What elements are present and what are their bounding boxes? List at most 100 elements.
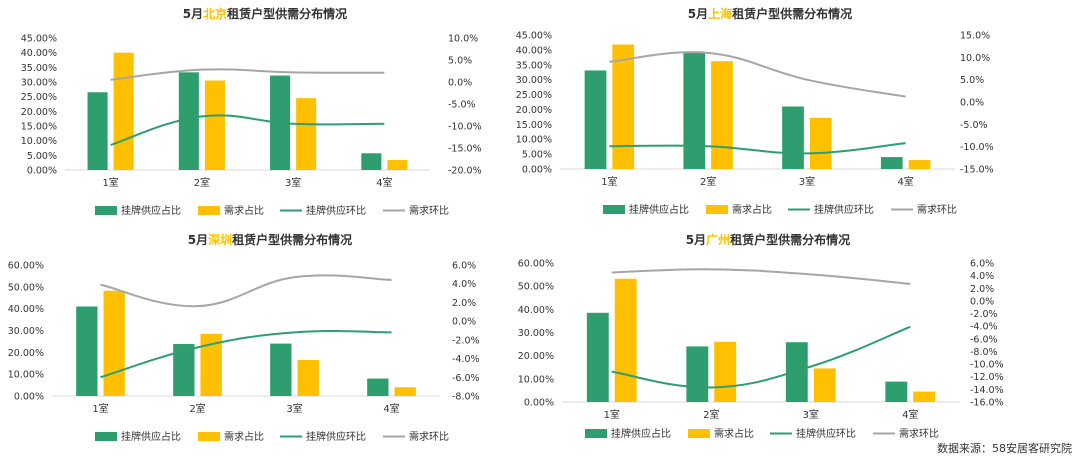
x-tick-label: 3室 — [285, 176, 301, 189]
bar-demand — [103, 290, 125, 396]
y-right-tick-label: -16.0% — [970, 398, 1004, 409]
title-city: 深圳 — [208, 232, 232, 247]
legend-label: 挂牌供应占比 — [121, 430, 181, 443]
bar-demand — [714, 341, 737, 402]
title-suffix: 租赁户型供需分布情况 — [232, 232, 352, 247]
title-city: 上海 — [708, 6, 732, 21]
x-tick-label: 2室 — [194, 176, 210, 189]
x-tick-label: 3室 — [799, 175, 815, 188]
y-right-tick-label: 10.0% — [448, 34, 478, 45]
y-left-tick-label: 0.00% — [27, 166, 57, 177]
legend-label: 挂牌供应占比 — [121, 204, 181, 217]
data-source-note: 数据来源：58安居客研究院 — [937, 440, 1072, 456]
bar-supply — [270, 343, 292, 396]
y-left-tick-label: 30.00% — [8, 326, 44, 337]
bar-supply — [586, 312, 609, 402]
y-right-tick-label: 10.0% — [960, 53, 990, 64]
source-value: 58安居客研究院 — [992, 442, 1072, 455]
y-left-tick-label: 5.00% — [27, 151, 57, 162]
y-left-tick-label: 60.00% — [518, 259, 554, 270]
y-right-tick-label: -8.0% — [970, 347, 998, 358]
y-right-tick-label: 4.0% — [970, 271, 994, 282]
y-right-tick-label: 2.0% — [452, 298, 476, 309]
line-demand-mom — [100, 274, 392, 308]
y-left-tick-label: 0.00% — [524, 398, 554, 409]
y-left-tick-label: 10.00% — [8, 370, 44, 381]
chart-0: 5月北京租赁户型供需分布情况 0.00% 5.00% 10.00% 15.00% 20.0… — [21, 6, 482, 217]
bar-demand — [813, 368, 836, 402]
y-right-tick-label: 0.0% — [448, 78, 472, 89]
bar-supply — [76, 306, 98, 396]
bar-demand — [612, 44, 635, 170]
y-left-tick-label: 40.00% — [516, 45, 552, 56]
y-right-tick-label: 6.0% — [970, 259, 994, 270]
legend-swatch — [706, 205, 728, 214]
y-left-tick-label: 40.00% — [518, 305, 554, 316]
y-right-tick-label: -14.0% — [970, 385, 1004, 396]
bar-supply — [584, 70, 607, 169]
line-demand-mom — [609, 51, 906, 98]
legend-swatch — [95, 432, 117, 441]
y-right-tick-label: -12.0% — [970, 372, 1004, 383]
y-left-tick-label: 10.00% — [518, 374, 554, 385]
y-left-tick-label: 30.00% — [21, 78, 57, 89]
legend-label: 需求环比 — [917, 204, 957, 216]
y-left-tick-label: 10.00% — [516, 135, 552, 146]
bar-demand — [200, 333, 222, 396]
y-right-tick-label: -15.0% — [448, 144, 482, 155]
y-right-tick-label: -10.0% — [960, 142, 994, 153]
legend-swatch — [198, 432, 220, 441]
y-left-tick-label: 5.00% — [522, 150, 552, 161]
y-right-tick-label: -15.0% — [960, 165, 994, 176]
y-right-tick-label: 0.0% — [970, 296, 994, 307]
y-right-tick-label: -5.0% — [448, 100, 476, 111]
bar-supply — [361, 153, 382, 170]
y-left-tick-label: 0.00% — [14, 392, 44, 403]
y-left-tick-label: 45.00% — [21, 34, 57, 45]
y-right-tick-label: 0.0% — [960, 98, 984, 109]
bar-supply — [782, 106, 804, 169]
bar-demand — [711, 61, 733, 169]
y-right-tick-label: -8.0% — [452, 392, 480, 403]
y-left-tick-label: 45.00% — [516, 31, 552, 42]
legend-swatch — [688, 429, 710, 438]
bar-demand — [296, 98, 317, 170]
y-left-tick-label: 15.00% — [21, 122, 57, 133]
y-right-tick-label: -10.0% — [448, 122, 482, 133]
y-left-tick-label: 10.00% — [21, 136, 57, 147]
x-tick-label: 1室 — [604, 408, 620, 421]
x-tick-label: 4室 — [376, 176, 392, 189]
bar-demand — [113, 52, 134, 170]
title-prefix: 5月 — [183, 7, 203, 21]
chart-3: 5月广州租赁户型供需分布情况 0.00% 10.00% 20.00% 30.00% 40.… — [518, 232, 1004, 440]
y-left-tick-label: 60.00% — [8, 261, 44, 272]
source-label: 数据来源： — [937, 442, 992, 455]
y-right-tick-label: -2.0% — [970, 309, 998, 320]
y-right-tick-label: 4.0% — [452, 279, 476, 290]
x-tick-label: 4室 — [902, 408, 918, 421]
legend-label: 需求占比 — [714, 427, 754, 440]
x-tick-label: 1室 — [601, 175, 617, 188]
bar-supply — [785, 342, 808, 402]
legend-label: 需求占比 — [732, 203, 772, 216]
bar-supply — [880, 157, 903, 169]
bar-demand — [908, 160, 931, 169]
y-right-tick-label: -5.0% — [960, 120, 988, 131]
y-right-tick-label: -4.0% — [452, 354, 480, 365]
legend-swatch — [95, 206, 117, 215]
y-right-tick-label: -20.0% — [448, 166, 482, 177]
y-left-tick-label: 40.00% — [21, 48, 57, 59]
y-left-tick-label: 50.00% — [8, 282, 44, 293]
y-left-tick-label: 25.00% — [516, 90, 552, 101]
title-city: 广州 — [706, 232, 730, 247]
x-tick-label: 1室 — [92, 402, 108, 415]
y-right-tick-label: 2.0% — [970, 284, 994, 295]
chart-2: 5月深圳租赁户型供需分布情况 0.00% 10.00% 20.00% 30.00% 40.… — [8, 232, 480, 443]
legend-label: 需求环比 — [409, 431, 449, 443]
y-right-tick-label: 15.0% — [960, 31, 990, 42]
bar-supply — [173, 344, 195, 396]
bar-demand — [204, 80, 225, 170]
y-right-tick-label: -10.0% — [970, 360, 1004, 371]
y-right-tick-label: -6.0% — [970, 334, 998, 345]
